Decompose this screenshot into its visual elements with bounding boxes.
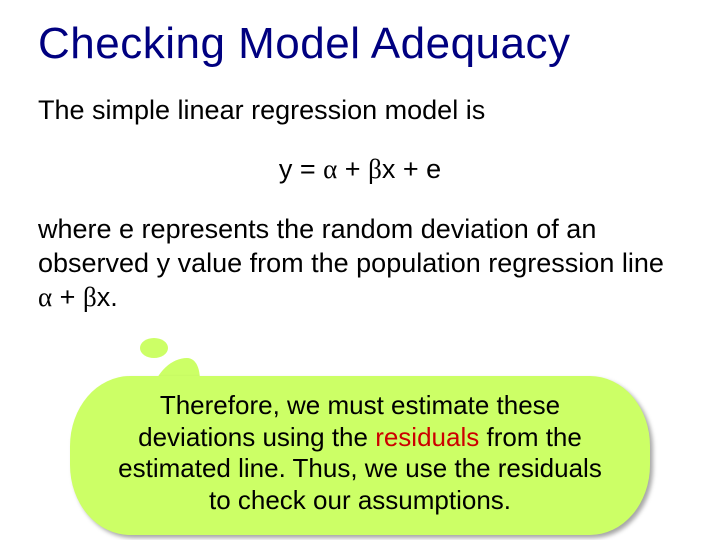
callout-bubble: Therefore, we must estimate these deviat…: [70, 376, 650, 535]
eq-alpha: α: [323, 154, 337, 184]
eq-beta: β: [368, 154, 382, 184]
eq-e: e: [426, 154, 441, 184]
eq-lhs: y: [279, 154, 293, 184]
eq-x: x: [382, 154, 396, 184]
bubble-line1: Therefore, we must estimate these: [160, 390, 560, 420]
explanation-text: where e represents the random deviation …: [38, 213, 682, 314]
eq-equals: =: [292, 154, 323, 184]
eq-plus2: +: [395, 154, 426, 184]
explain-post: .: [110, 282, 118, 312]
bubble-line4: to check our assumptions.: [209, 485, 511, 515]
slide-title: Checking Model Adequacy: [38, 20, 682, 68]
intro-text: The simple linear regression model is: [38, 94, 682, 128]
equation: y = α + βx + e: [38, 154, 682, 185]
explain-alpha: α: [38, 282, 52, 312]
explain-pre: where e represents the random deviation …: [38, 214, 664, 278]
eq-plus1: +: [337, 154, 368, 184]
bubble-line3: estimated line. Thus, we use the residua…: [118, 453, 602, 483]
explain-x: x: [97, 282, 111, 312]
explain-beta: β: [83, 282, 97, 312]
callout: Therefore, we must estimate these deviat…: [70, 376, 650, 535]
slide: Checking Model Adequacy The simple linea…: [0, 0, 720, 540]
bubble-line2a: deviations using the: [138, 422, 375, 452]
callout-tail-dot: [140, 338, 168, 358]
bubble-line2b: from the: [479, 422, 582, 452]
bubble-keyword: residuals: [375, 422, 479, 452]
explain-plus: +: [52, 282, 83, 312]
